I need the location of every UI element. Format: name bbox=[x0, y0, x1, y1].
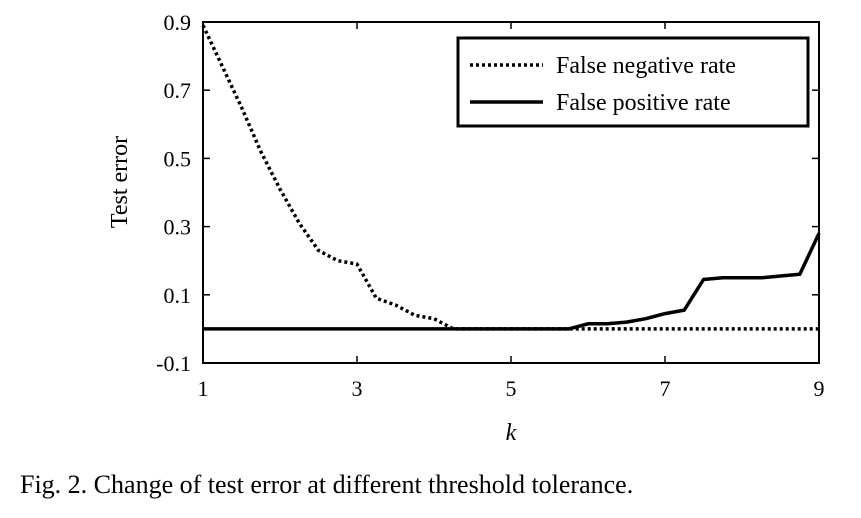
ticks-layer: 1 3 5 7 9 -0.1 0.1 0.3 0.5 0.7 0.9 bbox=[156, 10, 824, 401]
legend: False negative rate False positive rate bbox=[456, 36, 810, 128]
figure-caption: Fig. 2. Change of test error at differen… bbox=[20, 470, 634, 499]
series-layer bbox=[201, 24, 821, 331]
x-tick-label: 9 bbox=[814, 376, 825, 401]
x-tick-label: 1 bbox=[198, 376, 209, 401]
y-tick-label: 0.1 bbox=[164, 283, 192, 308]
y-tick-label: 0.7 bbox=[164, 78, 192, 103]
y-tick-label: 0.5 bbox=[164, 146, 192, 171]
y-tick-label: -0.1 bbox=[156, 351, 191, 376]
y-tick-label: 0.3 bbox=[164, 215, 192, 240]
y-axis-label: Test error bbox=[107, 136, 133, 228]
legend-label-false-negative: False negative rate bbox=[556, 53, 736, 79]
series-line-false-positive-rate bbox=[203, 232, 821, 331]
x-tick-label: 7 bbox=[660, 376, 671, 401]
x-tick-label: 5 bbox=[506, 376, 517, 401]
x-axis-label: k bbox=[506, 420, 517, 446]
legend-box bbox=[456, 36, 810, 128]
chart: 1 3 5 7 9 -0.1 0.1 0.3 0.5 0.7 0.9 k Test error Fa… bbox=[107, 10, 825, 446]
legend-label-false-positive: False positive rate bbox=[556, 90, 731, 116]
x-tick-label: 3 bbox=[352, 376, 363, 401]
y-tick-label: 0.9 bbox=[164, 10, 192, 35]
